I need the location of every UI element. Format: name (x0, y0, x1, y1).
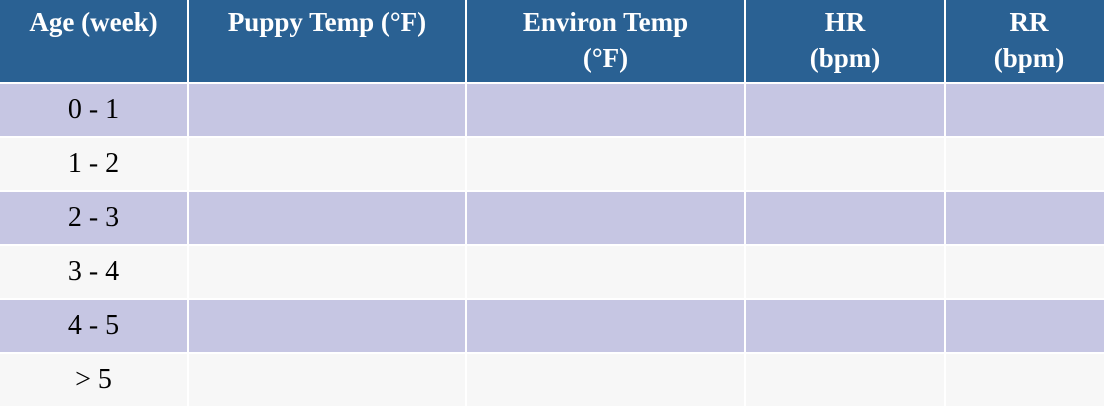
header-hr-label: HR (bpm) (809, 7, 881, 73)
cell-hr (746, 192, 944, 244)
header-age-label: Age (week) (29, 7, 158, 37)
cell-environ-temp (467, 300, 744, 352)
cell-environ-temp (467, 84, 744, 136)
cell-environ-temp (467, 246, 744, 298)
header-puppy-temp: Puppy Temp (°F) (189, 0, 465, 82)
cell-puppy-temp (189, 138, 465, 190)
cell-hr (746, 354, 944, 406)
header-rr: RR (bpm) (946, 0, 1104, 82)
cell-rr (946, 354, 1104, 406)
header-hr: HR (bpm) (746, 0, 944, 82)
cell-rr (946, 300, 1104, 352)
header-age: Age (week) (0, 0, 187, 82)
cell-hr (746, 138, 944, 190)
header-environ-temp: Environ Temp (°F) (467, 0, 744, 82)
cell-puppy-temp (189, 354, 465, 406)
cell-hr (746, 84, 944, 136)
cell-hr (746, 300, 944, 352)
cell-age: > 5 (0, 354, 187, 406)
header-environ-temp-label: Environ Temp (°F) (522, 7, 689, 73)
cell-age: 0 - 1 (0, 84, 187, 136)
header-rr-label: RR (bpm) (993, 7, 1065, 73)
cell-age: 3 - 4 (0, 246, 187, 298)
cell-puppy-temp (189, 192, 465, 244)
cell-age: 4 - 5 (0, 300, 187, 352)
cell-rr (946, 192, 1104, 244)
cell-environ-temp (467, 354, 744, 406)
cell-puppy-temp (189, 84, 465, 136)
cell-rr (946, 246, 1104, 298)
cell-puppy-temp (189, 246, 465, 298)
header-puppy-temp-label: Puppy Temp (°F) (227, 7, 427, 37)
cell-rr (946, 84, 1104, 136)
cell-puppy-temp (189, 300, 465, 352)
cell-environ-temp (467, 192, 744, 244)
cell-age: 1 - 2 (0, 138, 187, 190)
cell-environ-temp (467, 138, 744, 190)
cell-rr (946, 138, 1104, 190)
cell-hr (746, 246, 944, 298)
cell-age: 2 - 3 (0, 192, 187, 244)
